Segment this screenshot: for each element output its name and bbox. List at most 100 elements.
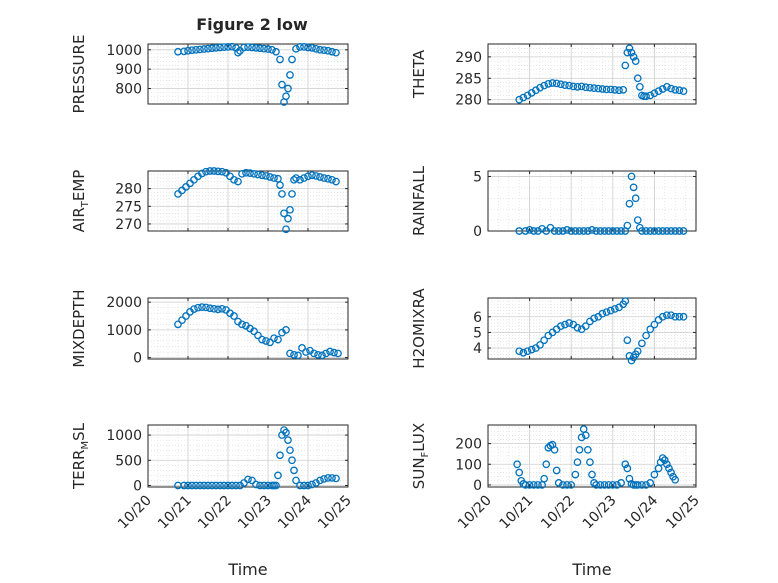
y-tick-label: 900	[115, 62, 142, 78]
data-point	[521, 481, 530, 489]
x-tick-label: 10/21	[155, 493, 195, 533]
data-point	[190, 305, 198, 313]
data-point	[284, 436, 292, 444]
data-point	[266, 338, 274, 347]
data-point	[218, 304, 226, 313]
figure-title: Figure 2 low	[196, 15, 308, 34]
data-point	[214, 305, 222, 314]
axes-box	[487, 170, 697, 232]
data-point	[274, 471, 282, 480]
data-point	[569, 82, 578, 91]
data-point	[658, 227, 667, 235]
data-point	[571, 470, 580, 479]
data-point	[220, 43, 228, 51]
data-point	[230, 175, 238, 184]
data-point	[621, 460, 630, 469]
data-point	[324, 46, 332, 55]
data-point	[665, 464, 673, 473]
data-point	[214, 167, 222, 176]
y-tick-label: 280	[115, 182, 142, 198]
data-point	[204, 44, 212, 53]
data-point	[590, 84, 598, 92]
data-point	[608, 481, 617, 489]
data-point	[583, 445, 592, 454]
data-point	[200, 45, 208, 53]
data-point	[594, 84, 603, 93]
data-point	[304, 481, 312, 490]
data-point	[228, 42, 236, 51]
data-point	[567, 227, 576, 235]
data-point	[324, 474, 332, 482]
data-point	[282, 428, 290, 437]
data-point	[208, 481, 216, 490]
data-point	[314, 350, 322, 359]
data-point	[256, 44, 264, 53]
data-point	[274, 335, 282, 344]
data-point	[250, 327, 258, 336]
data-point	[258, 171, 266, 180]
data-point	[252, 480, 260, 489]
data-point	[638, 481, 646, 489]
data-point	[202, 167, 210, 176]
data-point	[290, 466, 298, 475]
data-point	[322, 349, 330, 358]
data-point	[188, 46, 196, 55]
data-point	[284, 84, 292, 93]
data-point	[534, 227, 542, 235]
data-point	[650, 320, 659, 329]
data-point	[606, 85, 615, 94]
data-point	[675, 312, 684, 321]
data-point	[292, 44, 300, 53]
data-point	[617, 227, 625, 235]
data-point	[284, 214, 292, 223]
data-point	[519, 93, 528, 102]
data-point	[320, 174, 328, 182]
data-point	[550, 227, 559, 235]
data-point	[667, 227, 675, 235]
data-point	[563, 481, 571, 489]
data-point	[296, 175, 304, 184]
data-point	[232, 481, 240, 490]
data-point	[625, 199, 634, 208]
data-point	[633, 74, 642, 83]
data-point	[312, 172, 320, 180]
data-point	[529, 227, 538, 235]
data-point	[565, 319, 573, 327]
data-point	[244, 475, 252, 484]
data-point	[633, 216, 642, 224]
data-point	[642, 481, 650, 489]
data-point	[308, 44, 316, 52]
data-point	[272, 481, 280, 490]
data-point	[675, 227, 684, 235]
data-point	[304, 172, 312, 181]
data-point	[646, 479, 655, 487]
data-point	[208, 44, 216, 53]
data-point	[559, 227, 567, 235]
data-point	[280, 209, 288, 218]
data-point	[254, 331, 262, 340]
data-point	[611, 305, 619, 313]
data-point	[581, 83, 590, 92]
data-point	[542, 460, 551, 469]
data-point	[627, 172, 636, 181]
data-point	[328, 474, 336, 482]
data-point	[216, 43, 224, 52]
data-point	[563, 226, 571, 234]
data-point	[654, 227, 663, 235]
data-point	[623, 336, 632, 345]
data-point	[529, 481, 538, 489]
data-point	[590, 314, 598, 323]
data-point	[627, 48, 636, 57]
data-point	[224, 481, 232, 490]
data-point	[625, 44, 634, 53]
data-point	[596, 227, 605, 235]
subplot-4: 0 5 RAINFALL	[410, 165, 697, 240]
data-point	[264, 45, 272, 53]
data-point	[515, 95, 524, 104]
data-point	[525, 226, 534, 234]
data-point	[262, 337, 270, 345]
data-point	[635, 83, 644, 91]
x-tick-label: 10/24	[275, 492, 315, 532]
data-point	[326, 347, 334, 356]
